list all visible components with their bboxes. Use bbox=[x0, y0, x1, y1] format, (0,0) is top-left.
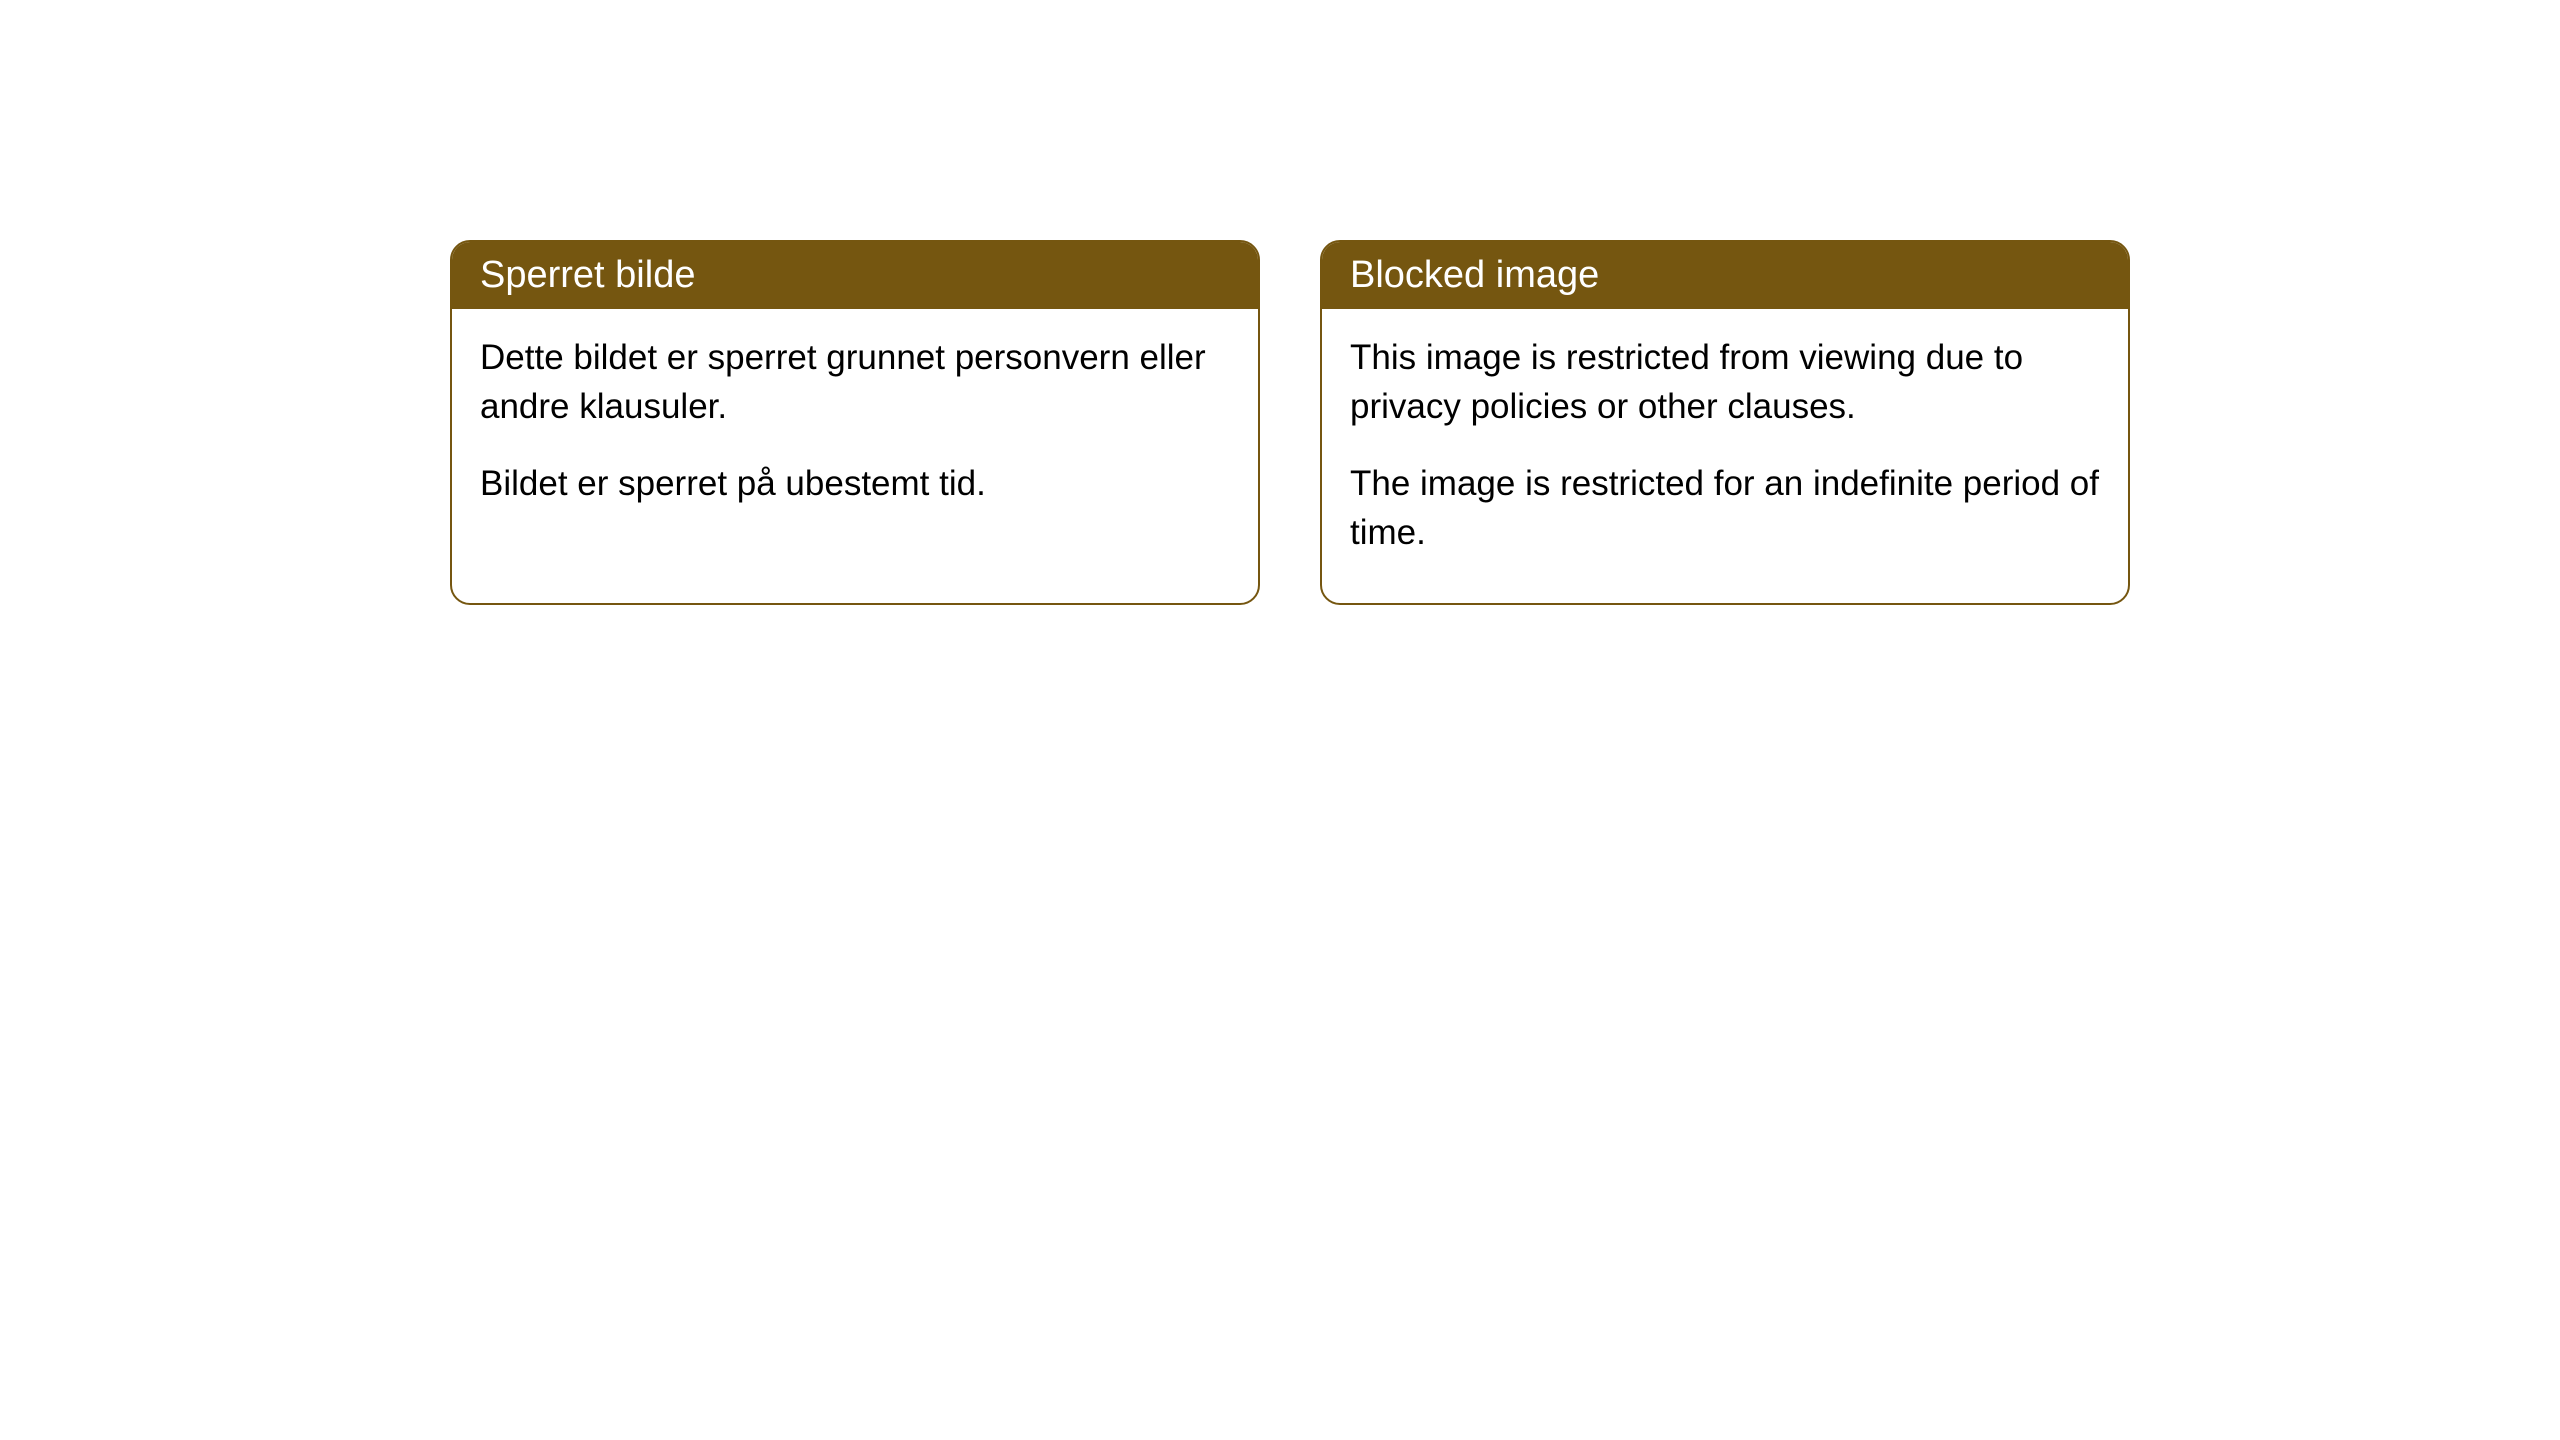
card-header-english: Blocked image bbox=[1322, 242, 2128, 309]
card-body-english: This image is restricted from viewing du… bbox=[1322, 309, 2128, 603]
card-header-norwegian: Sperret bilde bbox=[452, 242, 1258, 309]
notice-cards-container: Sperret bilde Dette bildet er sperret gr… bbox=[450, 240, 2560, 605]
card-text-2-norwegian: Bildet er sperret på ubestemt tid. bbox=[480, 459, 1230, 508]
card-text-1-norwegian: Dette bildet er sperret grunnet personve… bbox=[480, 333, 1230, 431]
card-body-norwegian: Dette bildet er sperret grunnet personve… bbox=[452, 309, 1258, 554]
blocked-image-card-english: Blocked image This image is restricted f… bbox=[1320, 240, 2130, 605]
card-text-2-english: The image is restricted for an indefinit… bbox=[1350, 459, 2100, 557]
blocked-image-card-norwegian: Sperret bilde Dette bildet er sperret gr… bbox=[450, 240, 1260, 605]
card-text-1-english: This image is restricted from viewing du… bbox=[1350, 333, 2100, 431]
